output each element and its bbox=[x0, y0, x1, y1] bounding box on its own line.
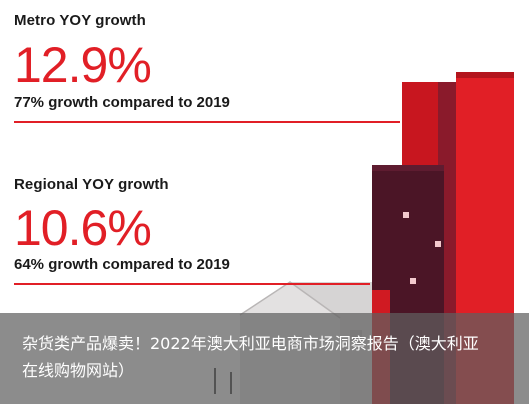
regional-desc-wrap: 64% growth compared to 2019 bbox=[14, 256, 230, 273]
window bbox=[403, 212, 409, 218]
regional-label: Regional YOY growth bbox=[14, 176, 169, 193]
metro-divider bbox=[14, 121, 400, 123]
metro-stat: Metro YOY growth bbox=[14, 12, 146, 29]
regional-stat: Regional YOY growth bbox=[14, 176, 169, 193]
window bbox=[435, 241, 441, 247]
article-title[interactable]: 杂货类产品爆卖！2022年澳大利亚电商市场洞察报告（澳大利亚在线购物网站） bbox=[22, 334, 479, 380]
regional-value-wrap: 10.6% bbox=[14, 200, 152, 256]
caption-overlay bbox=[0, 313, 529, 404]
metro-label: Metro YOY growth bbox=[14, 12, 146, 29]
metro-desc-wrap: 77% growth compared to 2019 bbox=[14, 94, 230, 111]
metro-value-wrap: 12.9% bbox=[14, 37, 152, 93]
regional-value: 10.6% bbox=[14, 200, 152, 256]
metro-value: 12.9% bbox=[14, 37, 152, 93]
regional-divider bbox=[14, 283, 370, 285]
window bbox=[410, 278, 416, 284]
regional-description: 64% growth compared to 2019 bbox=[14, 256, 230, 273]
metro-description: 77% growth compared to 2019 bbox=[14, 94, 230, 111]
